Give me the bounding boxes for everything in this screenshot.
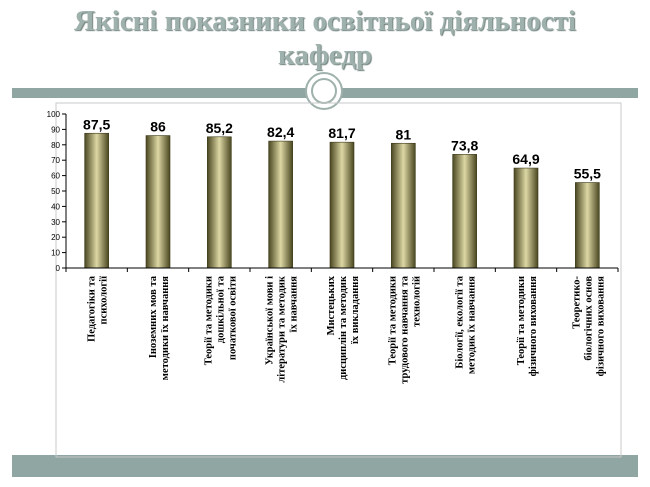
category-label-line: Іноземних мов та — [148, 275, 159, 358]
category-label-line: їх навчання — [289, 276, 300, 333]
bar — [207, 136, 232, 269]
y-tick-label: 70 — [51, 156, 60, 165]
category-label: Теоретико-біологічних основ фізичного вих… — [571, 276, 606, 377]
category-label-line: технологій — [411, 276, 422, 327]
category-label-line: фізичного виховання — [595, 276, 606, 377]
category-label-line: Теорії та методики — [516, 276, 527, 365]
bar — [84, 132, 109, 269]
category-label-line: Педагогіки та — [87, 275, 98, 342]
category-label-line: дисциплін та методик — [338, 275, 349, 380]
category-label-line: їх викладання — [350, 276, 361, 344]
category-label: Теорії та методики трудового навчання та т… — [387, 275, 422, 384]
y-tick-label: 100 — [47, 110, 61, 119]
y-tick-label: 80 — [51, 141, 60, 150]
data-label: 81 — [396, 126, 412, 142]
data-label: 82,4 — [267, 124, 294, 140]
category-label: Іноземних мов та методики їх навчання — [148, 275, 171, 380]
bar — [452, 154, 477, 269]
category-label-line: літератури та методик — [277, 275, 288, 383]
y-tick-label: 90 — [51, 125, 60, 134]
y-tick-label: 20 — [51, 233, 60, 242]
category-label-line: дошкільної та — [215, 275, 226, 343]
y-tick-label: 10 — [51, 249, 60, 258]
category-label: Мистецьких дисциплін та методик їх виклада… — [326, 275, 361, 380]
chart-area-background — [12, 100, 638, 455]
y-tick-label: 0 — [56, 264, 61, 273]
data-label: 81,7 — [328, 125, 355, 141]
category-label-line: Теорії та методики — [387, 276, 398, 365]
bar — [575, 182, 600, 269]
category-label-line: Теоретико- — [571, 276, 582, 329]
data-label: 55,5 — [574, 166, 601, 182]
category-label-line: початкової освіти — [227, 276, 238, 360]
bar — [329, 141, 355, 269]
bars-group: 87,5 86 85,2 82,4 81,7 81 73,8 64,9 55,5 — [83, 116, 601, 269]
category-label: Української мови і літератури та методик ї… — [265, 275, 300, 383]
y-tick-label: 40 — [51, 202, 60, 211]
bottom-accent-band — [12, 455, 638, 477]
category-label-line: Теорії та методики — [203, 276, 214, 365]
slide-title-line-2: кафедр — [277, 39, 373, 71]
slide-title: Якісні показники освітньої діяльності ка… — [0, 4, 650, 72]
bar — [391, 142, 416, 269]
bar — [145, 135, 171, 269]
category-label: Педагогіки та психології — [87, 275, 110, 342]
category-label-line: методики їх навчання — [160, 276, 171, 380]
data-label: 64,9 — [512, 151, 539, 167]
category-label-line: Мистецьких — [326, 275, 337, 335]
data-label: 87,5 — [83, 116, 110, 132]
category-label: Біології, екології та методик їх навчання — [455, 275, 478, 374]
y-tick-label: 50 — [51, 187, 60, 196]
data-label: 86 — [150, 119, 166, 135]
chart-frame — [55, 102, 622, 458]
category-label: Теорії та методики фізичного виховання — [516, 276, 539, 377]
category-label-line: методик їх навчання — [467, 276, 478, 374]
slide-title-line-1: Якісні показники освітньої діяльності — [74, 5, 576, 37]
y-axis: 0 10 20 30 40 50 60 70 80 90 100 — [47, 110, 67, 273]
category-label-line: психології — [99, 276, 110, 325]
data-label: 85,2 — [206, 120, 233, 136]
category-label-line: Біології, екології та — [455, 275, 466, 368]
category-label-line: фізичного виховання — [528, 276, 539, 377]
category-label-line: біологічних основ — [583, 276, 594, 361]
bar — [513, 167, 539, 269]
category-label-line: Української мови і — [265, 276, 276, 365]
x-axis: Педагогіки та психології Іноземних мов та м… — [65, 267, 619, 384]
category-label: Теорії та методики дошкільної та початково… — [203, 275, 238, 365]
data-label: 73,8 — [451, 137, 478, 153]
y-tick-label: 60 — [51, 172, 60, 181]
category-label-line: трудового навчання та — [399, 275, 410, 384]
bar — [268, 140, 293, 269]
y-tick-label: 30 — [51, 218, 60, 227]
